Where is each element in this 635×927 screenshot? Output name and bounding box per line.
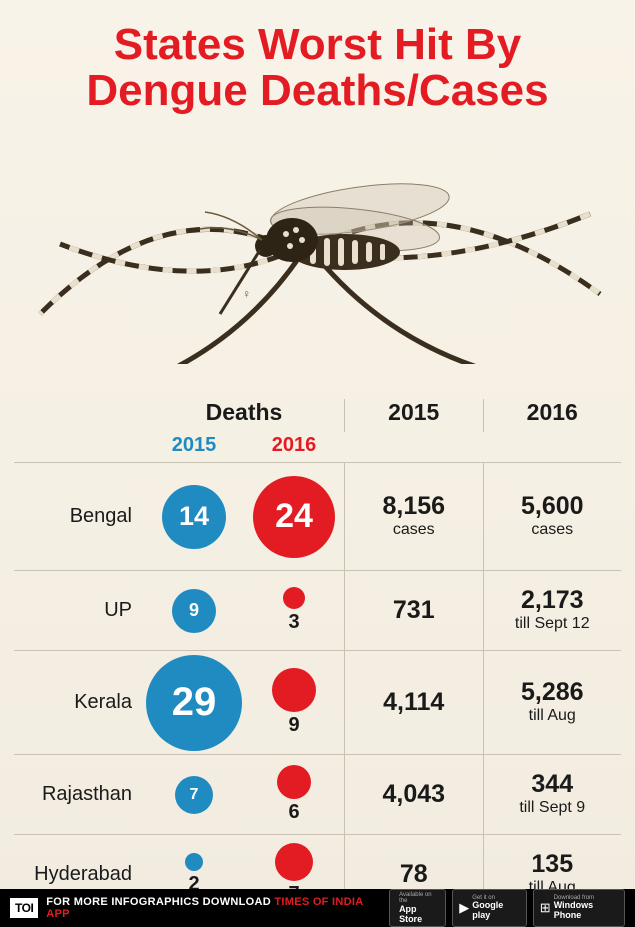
mosquito-illustration: ♀ [0, 114, 635, 364]
cases-cell: 5,286 till Aug [483, 651, 622, 754]
bubble-cell: 3 [244, 571, 344, 650]
death-bubble: 7 [175, 776, 213, 814]
cases-sublabel: till Sept 12 [484, 615, 622, 633]
footer-text: FOR MORE INFOGRAPHICS DOWNLOAD TIMES OF … [46, 896, 373, 920]
state-name: UP [14, 599, 144, 622]
sub-2015: 2015 [144, 434, 244, 462]
table-row: UP937312,173till Sept 12 [14, 570, 621, 650]
cases-number: 5,600 [484, 494, 622, 519]
title-line-1: States Worst Hit By [30, 22, 605, 68]
cases-cell: 4,043 [344, 755, 483, 834]
cases-number: 135 [484, 852, 622, 877]
sub-2016: 2016 [244, 434, 344, 462]
infographic-page: States Worst Hit By Dengue Deaths/Cases [0, 0, 635, 927]
store-label: Available on theApp Store [399, 892, 439, 925]
bubble-cell: 29 [144, 651, 244, 754]
store-label: Get it onGoogle play [472, 895, 520, 921]
death-bubble: 9 [172, 589, 216, 633]
store-label: Download fromWindows Phone [554, 895, 618, 921]
death-bubble [185, 853, 203, 871]
cases-cell: 8,156 cases [344, 463, 483, 570]
cases-number: 2,173 [484, 588, 622, 613]
death-bubble [272, 668, 316, 712]
page-title: States Worst Hit By Dengue Deaths/Cases [0, 0, 635, 114]
cases-sublabel: till Aug [484, 707, 622, 725]
table-row: Rajasthan764,043344till Sept 9 [14, 754, 621, 834]
death-bubble [277, 765, 311, 799]
footer-text-white: FOR MORE INFOGRAPHICS DOWNLOAD [46, 896, 274, 908]
cases-sublabel: cases [345, 521, 483, 539]
bubble-cell: 24 [244, 463, 344, 570]
app-store-badge[interactable]: ▶Get it onGoogle play [452, 889, 527, 927]
cases-number: 4,114 [345, 690, 483, 715]
death-bubble [283, 587, 305, 609]
store-icon: ▶ [459, 901, 469, 915]
cases-sublabel: till Sept 9 [484, 799, 622, 817]
toi-logo: TOI [10, 898, 38, 918]
footer-bar: TOI FOR MORE INFOGRAPHICS DOWNLOAD TIMES… [0, 889, 635, 927]
bubble-cell: 9 [244, 651, 344, 754]
deaths-bubbles: 29 9 [144, 651, 344, 754]
app-store-badge[interactable]: Available on theApp Store [389, 889, 446, 927]
state-name: Hyderabad [14, 863, 144, 886]
death-bubble: 24 [253, 476, 335, 558]
bubble-cell: 14 [144, 463, 244, 570]
bubble-cell: 6 [244, 755, 344, 834]
cases-cell: 4,114 [344, 651, 483, 754]
cases-number: 4,043 [345, 782, 483, 807]
table-row: Bengal14248,156cases5,600cases [14, 462, 621, 570]
deaths-year-subheader: 2015 2016 [14, 432, 621, 462]
deaths-bubbles: 76 [144, 755, 344, 834]
state-name: Rajasthan [14, 783, 144, 806]
data-table: Deaths 2015 2016 2015 2016 Bengal14248,1… [14, 382, 621, 879]
death-bubble: 14 [162, 485, 226, 549]
deaths-bubbles: 14 24 [144, 463, 344, 570]
header-deaths: Deaths [144, 399, 344, 432]
cases-cell: 344 till Sept 9 [483, 755, 622, 834]
header-2016: 2016 [483, 399, 622, 432]
cases-number: 78 [345, 862, 483, 887]
bubble-value-label: 6 [288, 801, 299, 824]
header-2015: 2015 [344, 399, 483, 432]
cases-cell: 5,600 cases [483, 463, 622, 570]
svg-text:♀: ♀ [242, 287, 251, 301]
cases-number: 344 [484, 772, 622, 797]
death-bubble: 29 [146, 655, 242, 751]
table-row: Kerala29 9 4,1145,286 till Aug [14, 650, 621, 754]
table-header-row: Deaths 2015 2016 [14, 382, 621, 432]
cases-cell: 731 [344, 571, 483, 650]
cases-number: 8,156 [345, 494, 483, 519]
app-store-badge[interactable]: ⊞Download fromWindows Phone [533, 889, 625, 927]
deaths-bubbles: 93 [144, 571, 344, 650]
bubble-cell: 9 [144, 571, 244, 650]
cases-number: 731 [345, 598, 483, 623]
store-icon: ⊞ [540, 901, 551, 915]
bubble-value-label: 3 [288, 611, 299, 634]
bubble-cell: 7 [144, 755, 244, 834]
cases-number: 5,286 [484, 680, 622, 705]
death-bubble [275, 843, 313, 881]
bubble-value-label: 9 [288, 714, 299, 737]
state-name: Bengal [14, 505, 144, 528]
cases-cell: 2,173 till Sept 12 [483, 571, 622, 650]
cases-sublabel: cases [484, 521, 622, 539]
state-name: Kerala [14, 691, 144, 714]
